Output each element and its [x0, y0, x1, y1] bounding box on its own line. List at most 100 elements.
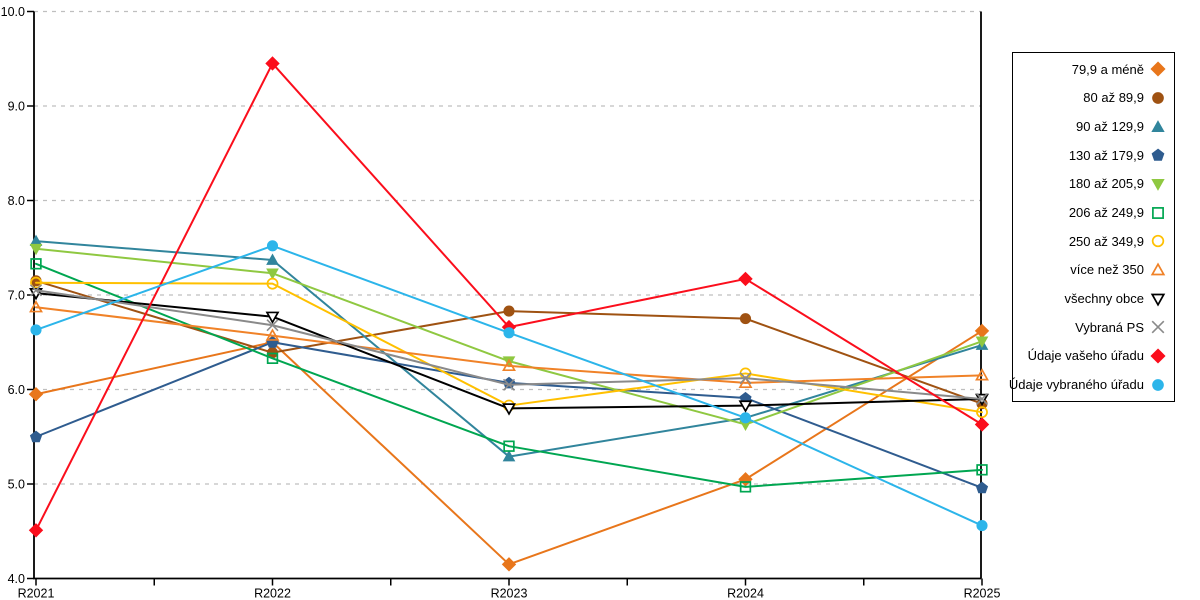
series-10-marker-diamond-icon [28, 523, 44, 538]
legend-item-label: Vybraná PS [1075, 319, 1144, 335]
legend-item-label: 79,9 a méně [1071, 61, 1144, 77]
series-5-marker-square-icon [739, 481, 752, 493]
legend-circle-glyph [1152, 378, 1164, 391]
series-6-marker-circle-icon [266, 277, 279, 290]
series-10-marker-diamond-icon [974, 417, 990, 432]
legend-marker-circle-icon [1152, 92, 1164, 104]
legend-diamond-glyph [1150, 348, 1166, 364]
legend-triangle-up-glyph [1151, 119, 1165, 132]
series-7-marker-triangle-up-icon [265, 328, 280, 341]
x-tick-label: R2023 [491, 587, 528, 600]
series-5-marker-square-icon [976, 464, 988, 476]
series-3-marker-pentagon-icon [29, 430, 43, 443]
series-9-marker-x-icon [29, 284, 43, 297]
legend-triangle-down-glyph [1151, 178, 1165, 191]
series-8 [29, 287, 989, 416]
legend-circle-glyph [1151, 235, 1165, 248]
legend-square-glyph [1152, 206, 1164, 219]
legend-item-label: více než 350 [1070, 262, 1144, 278]
legend-item: 80 až 89,9 [1013, 84, 1174, 112]
x-tick-label: R2022 [254, 587, 291, 600]
series-11-marker-circle-icon [976, 520, 988, 532]
y-tick-label: 4.0 [8, 572, 25, 586]
legend-triangle-up-glyph [1150, 262, 1166, 276]
series-0-marker-diamond-icon [974, 323, 990, 339]
legend-x-glyph [1151, 320, 1165, 334]
legend-item-label: 206 až 249,9 [1068, 205, 1144, 221]
series-0-marker-diamond-icon [28, 387, 44, 402]
legend-marker-diamond-icon [1150, 61, 1166, 77]
series-7-line [35, 306, 983, 384]
legend-item-label: Údaje vybraného úřadu [1008, 377, 1144, 393]
series-0 [28, 323, 990, 572]
legend-item: 206 až 249,9 [1013, 199, 1174, 227]
series-2-marker-triangle-up-icon [266, 253, 279, 265]
series-4-marker-triangle-down-icon [29, 243, 43, 256]
legend-marker-x-icon [1151, 320, 1165, 334]
y-tick-label: 6.0 [8, 383, 25, 397]
series-4-marker-triangle-down-icon [975, 336, 989, 348]
series-7-marker-triangle-up-icon [738, 375, 753, 389]
y-tick-label: 10.0 [1, 5, 25, 19]
series-2-marker-triangle-up-icon [502, 450, 516, 462]
series-0-marker-diamond-icon [738, 472, 753, 487]
y-tick-label: 8.0 [8, 194, 25, 208]
series-7-marker-triangle-up-icon [502, 358, 516, 372]
legend-marker-triangle-down-icon [1150, 293, 1166, 307]
series-2-line [35, 240, 983, 458]
gridlines [34, 10, 981, 485]
legend-marker-circle-icon [1151, 235, 1165, 248]
legend-marker-triangle-up-icon [1150, 262, 1166, 276]
series-3-marker-pentagon-icon [502, 376, 516, 389]
series-11-marker-circle-icon [30, 324, 42, 336]
series-2 [29, 234, 989, 462]
legend-item: Údaje vybraného úřadu [1009, 371, 1174, 399]
series-8-marker-triangle-down-icon [502, 403, 516, 416]
x-tick-label: R2024 [727, 587, 764, 600]
legend-item: více než 350 [1013, 256, 1174, 284]
series-9-marker-x-icon [739, 372, 752, 385]
series-7 [29, 300, 989, 389]
series-9-marker-x-icon [266, 319, 279, 332]
series-5-marker-square-icon [266, 352, 279, 365]
series-4-marker-triangle-down-icon [266, 268, 279, 280]
series-5-marker-square-icon [503, 440, 515, 452]
legend-item-label: 80 až 89,9 [1083, 90, 1144, 106]
series-3-marker-pentagon-icon [975, 481, 989, 494]
legend-triangle-down-glyph [1150, 293, 1166, 307]
series-1-marker-circle-icon [503, 305, 515, 317]
legend-item: Údaje vašeho úřadu [1013, 342, 1174, 370]
legend-marker-triangle-down-icon [1151, 178, 1165, 191]
series-11-marker-circle-icon [503, 327, 515, 339]
legend-item: 130 až 179,9 [1013, 141, 1174, 169]
series-9-marker-x-icon [502, 378, 516, 391]
series-0-marker-diamond-icon [501, 557, 517, 572]
legend-item-label: 250 až 349,9 [1068, 233, 1144, 249]
series-10-marker-diamond-icon [265, 56, 280, 71]
series-10-marker-diamond-icon [738, 271, 753, 287]
series-7-marker-triangle-up-icon [975, 368, 989, 381]
series-10 [28, 56, 990, 538]
legend-marker-circle-icon [1152, 378, 1164, 391]
y-tick-label: 9.0 [8, 100, 25, 114]
series-9-marker-x-icon [975, 392, 989, 406]
legend-item: všechny obce [1013, 285, 1174, 313]
legend-item: 79,9 a méně [1013, 55, 1174, 83]
legend-pentagon-glyph [1151, 148, 1165, 162]
x-tick-label: R2025 [964, 587, 1001, 600]
legend-circle-glyph [1152, 92, 1164, 104]
legend-item: 250 až 349,9 [1013, 227, 1174, 255]
x-tick-label: R2021 [18, 587, 55, 600]
series-11-marker-circle-icon [739, 412, 752, 424]
series-6-marker-circle-icon [30, 276, 42, 289]
series-6 [30, 276, 988, 419]
legend-diamond-glyph [1150, 61, 1166, 77]
legend-marker-square-icon [1152, 206, 1164, 219]
legend-marker-pentagon-icon [1151, 148, 1165, 162]
legend-item: 90 až 129,9 [1013, 113, 1174, 141]
legend-item: Vybraná PS [1013, 313, 1174, 341]
legend-item-label: 180 až 205,9 [1068, 176, 1144, 192]
legend-item: 180 až 205,9 [1013, 170, 1174, 198]
